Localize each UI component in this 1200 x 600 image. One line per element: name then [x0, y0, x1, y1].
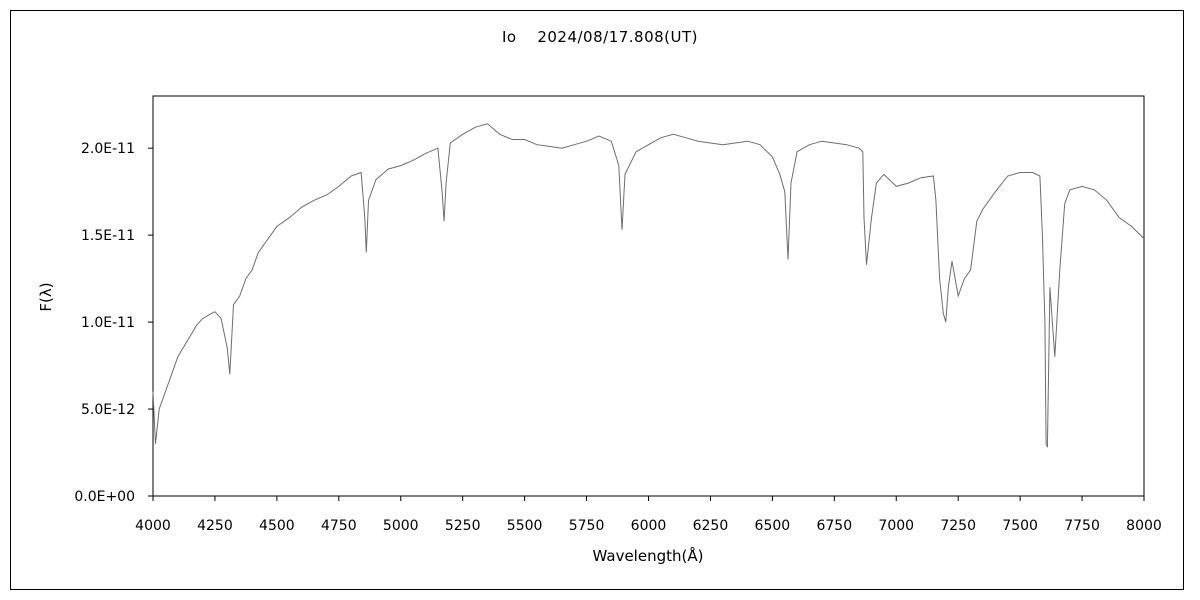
x-tick-label: 8000	[1126, 518, 1162, 534]
x-axis-title: Wavelength(Å)	[593, 546, 704, 565]
chart-frame	[10, 10, 1184, 590]
x-tick-label: 5000	[383, 518, 419, 534]
y-axis-title: F(λ)	[37, 282, 55, 311]
x-tick-label: 6250	[693, 518, 729, 534]
x-axis: 4000 4250 4500 4750 5000 5250 5500 5750 6000 6250…	[135, 496, 1162, 534]
x-tick-label: 4500	[259, 518, 295, 534]
x-tick-label: 5250	[445, 518, 481, 534]
chart-title: Io 2024/08/17.808(UT)	[501, 28, 699, 46]
x-tick-label: 4000	[135, 518, 171, 534]
x-tick-label: 7500	[1002, 518, 1038, 534]
x-tick-label: 4250	[197, 518, 233, 534]
x-tick-label: 7750	[1064, 518, 1100, 534]
spectrum-line	[152, 123, 1145, 448]
y-tick-label: 2.0E-11	[81, 141, 135, 157]
x-tick-label: 4750	[321, 518, 357, 534]
x-tick-label: 5500	[507, 518, 543, 534]
x-tick-label: 6500	[755, 518, 791, 534]
y-axis: 0.0E+00 5.0E-12 1.0E-11 1.5E-11 2.0E-11	[74, 141, 153, 505]
x-tick-label: 7250	[940, 518, 976, 534]
x-tick-label: 6000	[631, 518, 667, 534]
plot-area	[152, 95, 1145, 497]
y-tick-label: 5.0E-12	[81, 402, 135, 418]
x-tick-label: 5750	[569, 518, 605, 534]
x-tick-label: 7000	[878, 518, 914, 534]
x-tick-label: 6750	[816, 518, 852, 534]
series-group	[152, 123, 1145, 448]
y-tick-label: 1.0E-11	[81, 315, 135, 331]
y-tick-label: 0.0E+00	[74, 489, 135, 505]
y-tick-label: 1.5E-11	[81, 228, 135, 244]
